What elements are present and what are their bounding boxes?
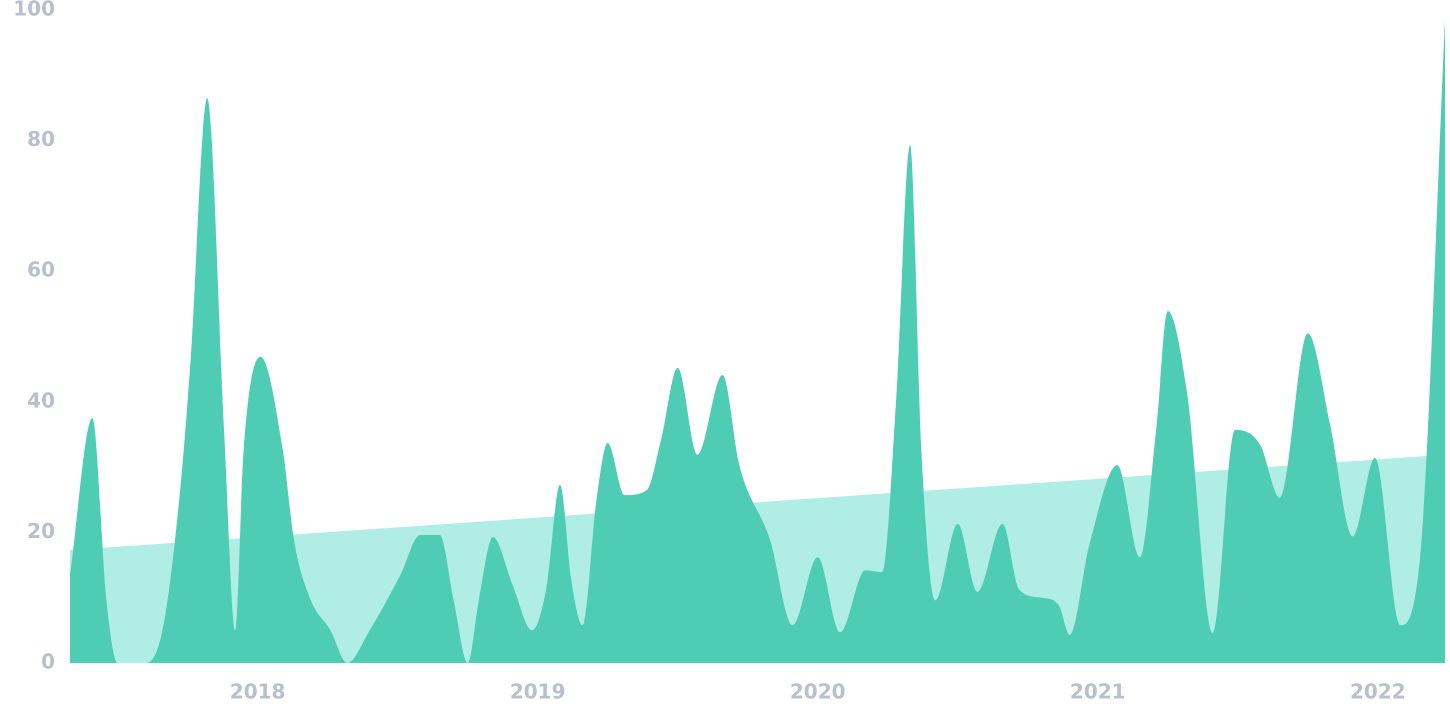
plot-area <box>70 19 1445 663</box>
y-tick-label: 40 <box>27 388 55 412</box>
y-tick-label: 60 <box>27 258 55 282</box>
x-tick-label: 2018 <box>230 680 286 704</box>
y-tick-label: 0 <box>41 650 55 674</box>
x-tick-label: 2020 <box>790 680 846 704</box>
area <box>70 19 1445 663</box>
x-tick-label: 2019 <box>510 680 566 704</box>
x-tick-label: 2022 <box>1350 680 1406 704</box>
y-tick-label: 100 <box>13 0 55 21</box>
y-tick-label: 80 <box>27 127 55 151</box>
x-tick-label: 2021 <box>1070 680 1126 704</box>
y-tick-label: 20 <box>27 519 55 543</box>
